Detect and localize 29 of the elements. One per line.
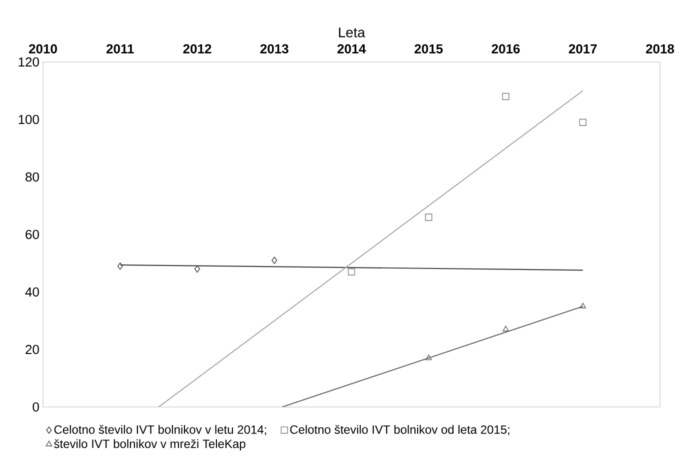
y-tick-label: 100 (18, 114, 39, 124)
x-tick-label: 2017 (568, 44, 597, 54)
y-tick-label: 80 (26, 172, 39, 182)
x-tick-label: 2012 (183, 44, 212, 54)
legend-label: število IVT bolnikov v mreži TeleKap (54, 439, 246, 450)
x-tick-label: 2018 (646, 44, 674, 54)
point (579, 118, 586, 126)
legend-label: Celotno število IVT bolnikov v letu 2014; (54, 424, 266, 436)
point (502, 326, 509, 332)
point (502, 92, 510, 100)
x-tick-label: 2015 (414, 44, 443, 54)
y-tick-label: 40 (25, 287, 39, 297)
point (580, 302, 586, 308)
point (348, 268, 356, 276)
x-axis-title: Leta (339, 28, 366, 38)
legend-label: Celotno število IVT bolnikov od leta 2015; (290, 424, 510, 436)
point (194, 265, 200, 273)
point (425, 214, 432, 221)
x-tick-label: 2016 (492, 44, 520, 54)
x-tick-label: 2010 (29, 44, 57, 54)
y-tick-label: 120 (18, 57, 39, 67)
y-tick-label: 0 (32, 402, 39, 412)
x-tick-label: 2014 (337, 44, 366, 54)
x-tick-label: 2011 (106, 44, 134, 54)
point (272, 256, 278, 264)
y-tick-label: 20 (26, 344, 39, 354)
point (425, 354, 432, 360)
y-tick-label: 60 (26, 230, 39, 240)
x-tick-label: 2013 (260, 44, 288, 54)
